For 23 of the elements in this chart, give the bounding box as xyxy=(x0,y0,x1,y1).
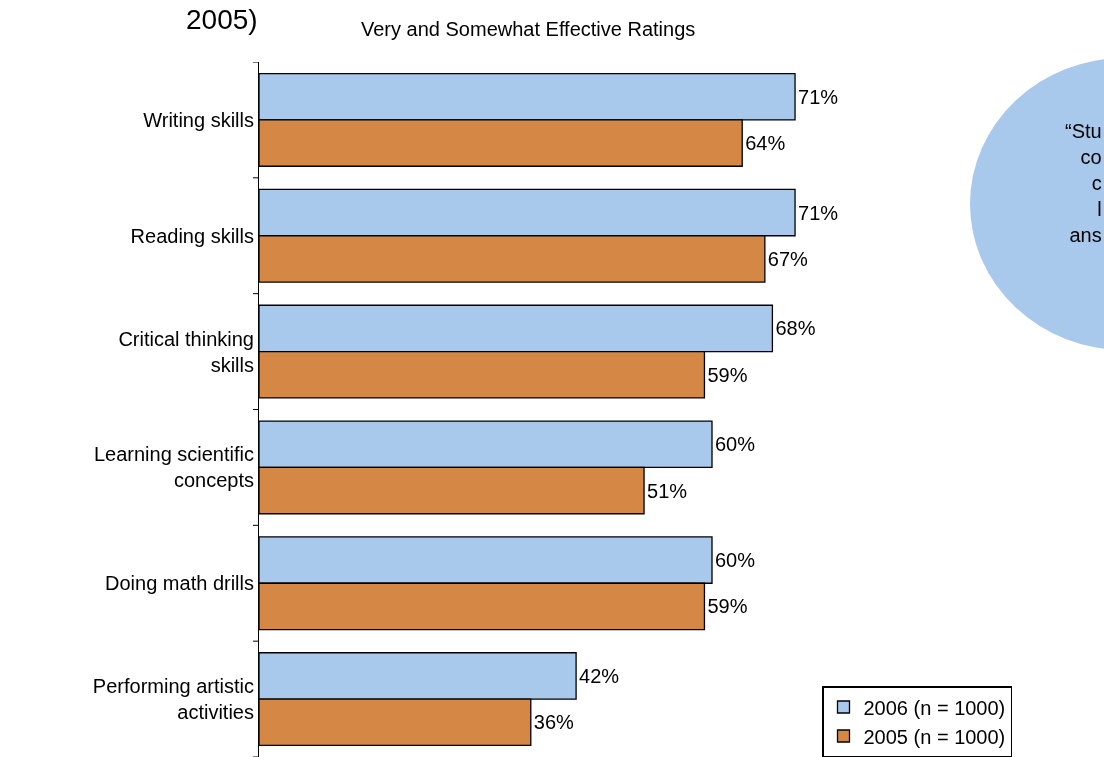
data-label: 64% xyxy=(745,132,786,155)
chart-title: 2005) xyxy=(186,4,258,35)
chart-subtitle: Very and Somewhat Effective Ratings xyxy=(361,18,696,40)
data-label: 51% xyxy=(647,479,688,502)
y-tick-label: Doing math drills xyxy=(105,572,254,595)
data-label: 68% xyxy=(775,317,816,340)
data-label: 60% xyxy=(715,433,756,456)
data-label: 71% xyxy=(798,201,839,224)
legend-label: 2005 (n = 1000) xyxy=(863,725,1006,748)
data-label: 60% xyxy=(715,549,756,572)
data-label: 36% xyxy=(533,711,575,734)
y-tick-label: Performing artistic activities xyxy=(92,675,254,724)
y-tick-label: Critical thinking skills xyxy=(118,327,254,376)
data-label: 67% xyxy=(767,247,809,270)
y-tick-label: Writing skills xyxy=(143,108,254,131)
text: “Stu co c l ans xyxy=(1065,120,1102,246)
y-tick-label: Reading skills xyxy=(130,224,254,247)
legend-label: 2006 (n = 1000) xyxy=(863,696,1006,719)
y-tick-label: Learning scientific concepts xyxy=(93,443,254,492)
data-label: 59% xyxy=(707,363,748,386)
data-label: 42% xyxy=(579,664,620,687)
data-label: 59% xyxy=(707,595,748,618)
data-label: 71% xyxy=(798,85,839,108)
